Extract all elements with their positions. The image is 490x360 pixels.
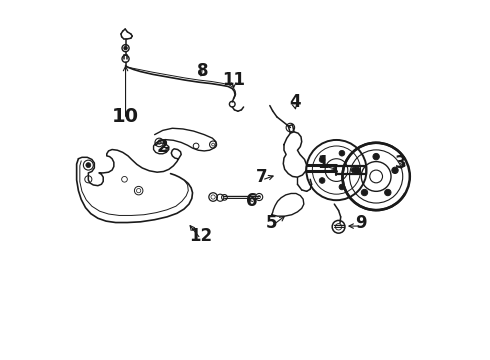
- Circle shape: [319, 177, 325, 183]
- Circle shape: [392, 167, 398, 174]
- Text: 4: 4: [289, 93, 300, 111]
- Text: 6: 6: [246, 192, 258, 210]
- Circle shape: [373, 153, 379, 160]
- Text: 5: 5: [266, 214, 277, 232]
- Text: 9: 9: [355, 214, 367, 232]
- Circle shape: [86, 163, 91, 168]
- Text: 3: 3: [395, 154, 407, 172]
- Circle shape: [339, 184, 345, 190]
- Circle shape: [385, 189, 391, 196]
- Text: 8: 8: [196, 62, 208, 80]
- Circle shape: [361, 189, 368, 196]
- Circle shape: [319, 157, 325, 162]
- Text: 2: 2: [157, 138, 169, 156]
- Text: 12: 12: [189, 227, 212, 245]
- Text: 10: 10: [112, 107, 139, 126]
- Text: 7: 7: [256, 168, 268, 186]
- Circle shape: [339, 150, 345, 156]
- Circle shape: [351, 167, 357, 173]
- Circle shape: [124, 46, 127, 50]
- Circle shape: [354, 167, 361, 174]
- Text: 1: 1: [317, 154, 329, 172]
- Text: 11: 11: [222, 71, 245, 89]
